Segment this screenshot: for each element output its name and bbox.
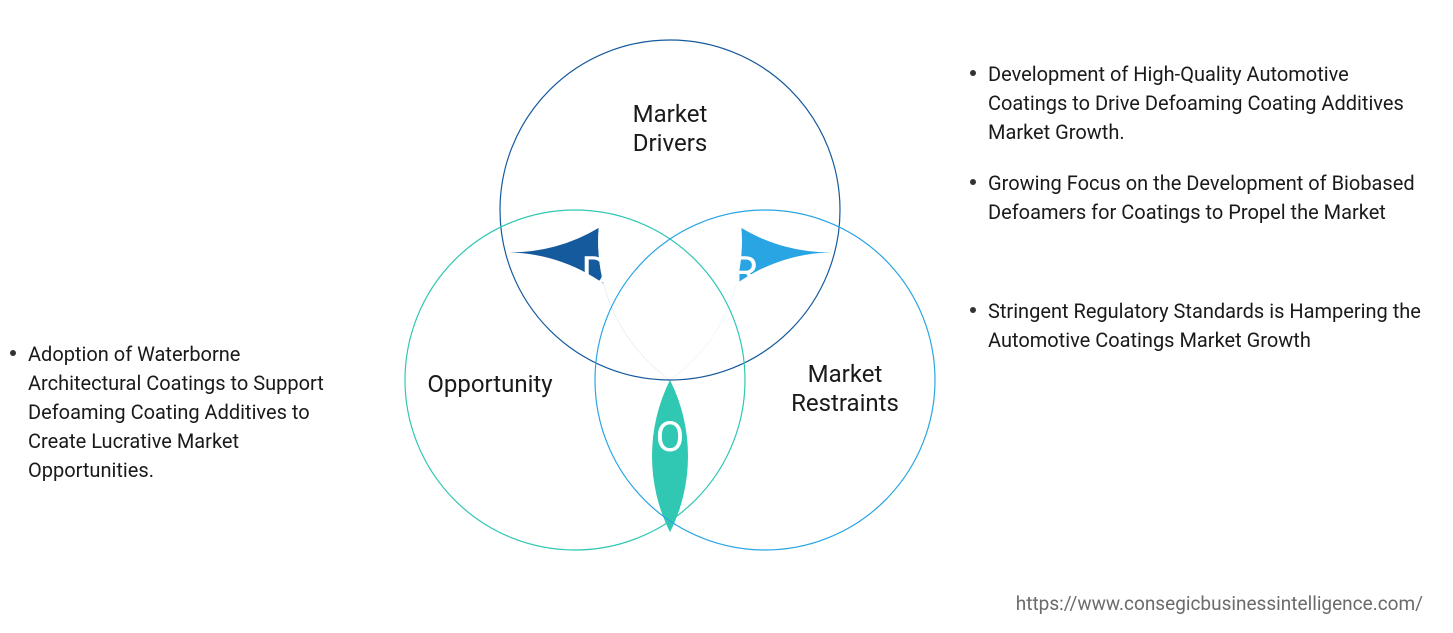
right-column: Development of High-Quality Automotive C… (970, 60, 1430, 425)
label-opportunity-text: Opportunity (427, 370, 552, 398)
label-drivers-text: Market Drivers (633, 100, 708, 157)
drivers-item-text: Growing Focus on the Development of Biob… (988, 171, 1415, 224)
venn-diagram: D R O Market Drivers Opportunity Market … (360, 20, 980, 600)
label-opportunity: Opportunity (405, 370, 575, 399)
opportunity-item-text: Adoption of Waterborne Architectural Coa… (28, 342, 324, 482)
label-restraints-text: Market Restraints (791, 360, 899, 417)
list-item: Adoption of Waterborne Architectural Coa… (10, 340, 350, 485)
infographic-stage: Adoption of Waterborne Architectural Coa… (0, 0, 1453, 633)
letter-r: R (732, 248, 758, 297)
restraints-list: Stringent Regulatory Standards is Hamper… (970, 297, 1430, 355)
label-restraints: Market Restraints (760, 360, 930, 418)
letter-d: D (581, 248, 609, 297)
list-item: Development of High-Quality Automotive C… (970, 60, 1430, 147)
drivers-item-text: Development of High-Quality Automotive C… (988, 62, 1404, 144)
list-item: Stringent Regulatory Standards is Hamper… (970, 297, 1430, 355)
letter-o: O (656, 413, 685, 462)
source-url: https://www.consegicbusinessintelligence… (1016, 592, 1423, 615)
lens-center (598, 212, 742, 380)
list-item: Growing Focus on the Development of Biob… (970, 169, 1430, 227)
restraints-item-text: Stringent Regulatory Standards is Hamper… (988, 299, 1421, 352)
label-drivers: Market Drivers (590, 100, 750, 158)
opportunity-list: Adoption of Waterborne Architectural Coa… (10, 340, 350, 507)
drivers-list: Development of High-Quality Automotive C… (970, 60, 1430, 227)
